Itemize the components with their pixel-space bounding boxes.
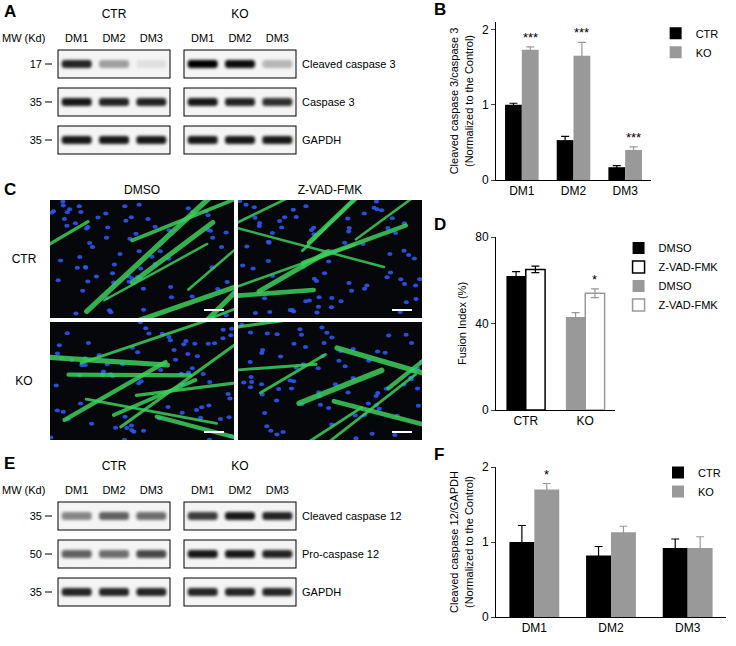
svg-text:Caspase 3: Caspase 3: [302, 96, 355, 108]
svg-text:GAPDH: GAPDH: [302, 586, 341, 598]
svg-text:Cleaved caspase 12/GAPDH(Norma: Cleaved caspase 12/GAPDH(Normalized to t…: [448, 471, 474, 613]
svg-text:2: 2: [482, 23, 489, 37]
svg-text:DM1: DM1: [65, 32, 88, 44]
svg-text:17: 17: [30, 58, 42, 70]
svg-text:KO: KO: [577, 414, 594, 428]
svg-text:DM1: DM1: [65, 484, 88, 496]
svg-text:35: 35: [30, 96, 42, 108]
svg-text:Z-VAD-FMK: Z-VAD-FMK: [659, 299, 719, 311]
svg-text:Fusion Index (%): Fusion Index (%): [456, 282, 468, 365]
svg-text:DM3: DM3: [266, 32, 289, 44]
svg-text:CTR: CTR: [12, 252, 37, 266]
svg-text:GAPDH: GAPDH: [302, 134, 341, 146]
svg-text:Cleaved caspase 12: Cleaved caspase 12: [302, 510, 402, 522]
svg-text:KO: KO: [696, 47, 712, 59]
svg-text:0: 0: [482, 173, 489, 187]
svg-text:***: ***: [626, 130, 641, 145]
html-text:F: F: [434, 445, 445, 464]
svg-text:0: 0: [482, 610, 489, 624]
svg-text:***: ***: [523, 30, 538, 45]
svg-text:40: 40: [475, 317, 489, 331]
svg-text:DM3: DM3: [612, 184, 638, 198]
svg-text:Cleaved caspase 3: Cleaved caspase 3: [302, 58, 396, 70]
svg-text:DM2: DM2: [228, 32, 251, 44]
svg-text:1: 1: [482, 535, 489, 549]
svg-text:***: ***: [574, 25, 589, 40]
html-text:D: D: [434, 215, 447, 234]
svg-text:Z-VAD-FMK: Z-VAD-FMK: [298, 183, 362, 197]
svg-text:CTR: CTR: [698, 467, 721, 479]
svg-text:DM3: DM3: [266, 484, 289, 496]
svg-text:CTR: CTR: [102, 459, 127, 473]
svg-text:Cleaved caspase 3/caspase 3(No: Cleaved caspase 3/caspase 3(Normalized t…: [448, 28, 474, 175]
svg-text:DMSO: DMSO: [124, 183, 160, 197]
svg-text:CTR: CTR: [513, 414, 538, 428]
svg-text:Pro-caspase 12: Pro-caspase 12: [302, 548, 379, 560]
html-text:B: B: [434, 0, 447, 19]
svg-text:CTR: CTR: [102, 7, 127, 21]
svg-text:DM3: DM3: [140, 32, 163, 44]
svg-text:*: *: [592, 272, 597, 287]
svg-text:MW (Kd): MW (Kd): [2, 32, 45, 44]
svg-text:DMSO: DMSO: [659, 242, 692, 254]
svg-text:DM3: DM3: [140, 484, 163, 496]
svg-text:35: 35: [30, 586, 42, 598]
svg-text:DM2: DM2: [228, 484, 251, 496]
svg-text:DM1: DM1: [522, 621, 548, 635]
svg-text:Z-VAD-FMK: Z-VAD-FMK: [659, 261, 719, 273]
svg-text:KO: KO: [231, 7, 248, 21]
svg-text:KO: KO: [15, 374, 32, 388]
svg-text:35: 35: [30, 510, 42, 522]
svg-text:C: C: [4, 180, 16, 199]
svg-text:CTR: CTR: [696, 28, 719, 40]
svg-text:DM2: DM2: [102, 484, 125, 496]
svg-text:KO: KO: [698, 486, 714, 498]
svg-text:1: 1: [482, 98, 489, 112]
svg-text:DM1: DM1: [509, 184, 535, 198]
svg-text:80: 80: [475, 230, 489, 244]
svg-text:35: 35: [30, 134, 42, 146]
svg-text:50: 50: [30, 548, 42, 560]
svg-text:A: A: [4, 2, 16, 21]
svg-text:DM1: DM1: [191, 32, 214, 44]
svg-text:DM2: DM2: [598, 621, 624, 635]
svg-text:2: 2: [482, 460, 489, 474]
svg-text:DM2: DM2: [561, 184, 587, 198]
svg-text:KO: KO: [231, 459, 248, 473]
svg-text:*: *: [544, 467, 549, 482]
svg-text:DM3: DM3: [675, 621, 701, 635]
svg-text:0: 0: [482, 403, 489, 417]
svg-text:DM1: DM1: [191, 484, 214, 496]
svg-text:DMSO: DMSO: [659, 280, 692, 292]
svg-text:DM2: DM2: [102, 32, 125, 44]
svg-text:MW (Kd): MW (Kd): [2, 484, 45, 496]
svg-text:E: E: [4, 454, 15, 473]
